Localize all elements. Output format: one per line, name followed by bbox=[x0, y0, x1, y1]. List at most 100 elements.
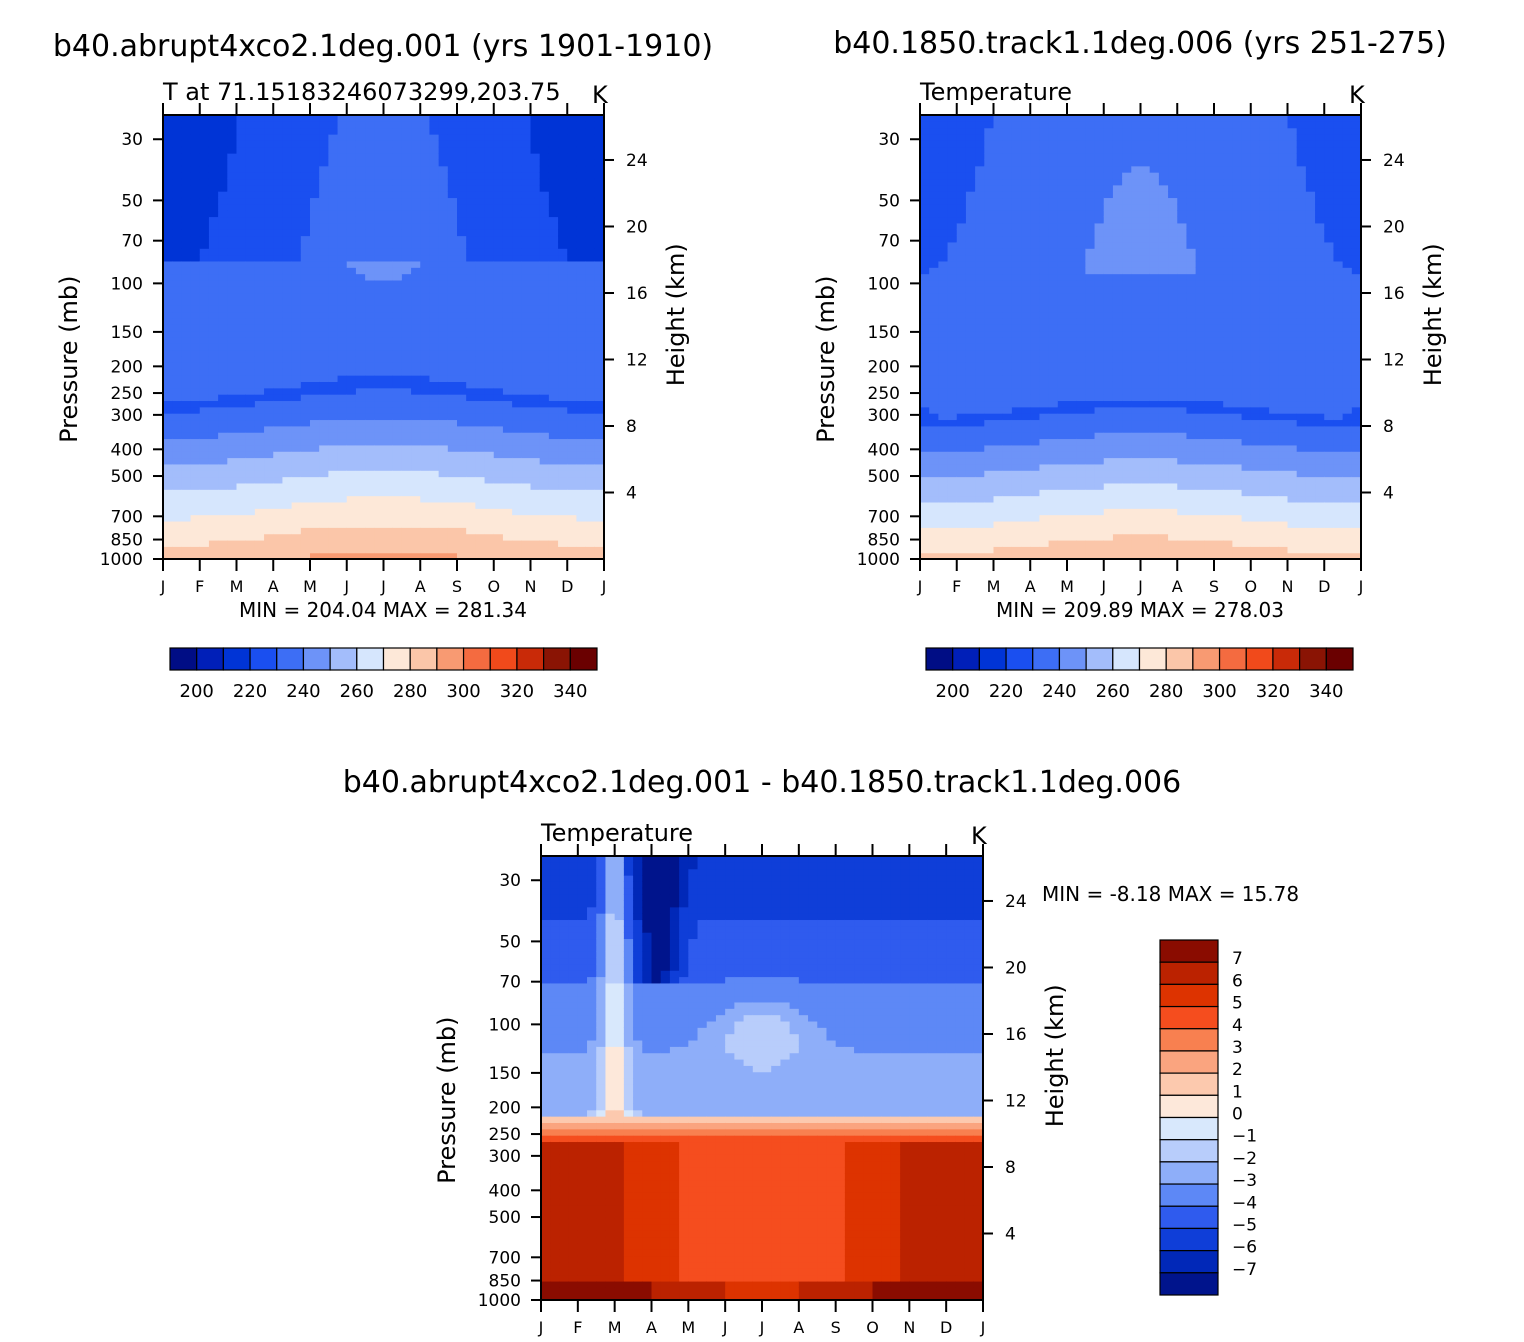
heatmap-cell bbox=[236, 552, 247, 560]
heatmap-cell bbox=[539, 229, 550, 237]
heatmap-cell bbox=[199, 444, 210, 452]
heatmap-cell bbox=[1021, 400, 1031, 408]
heatmap-cell bbox=[502, 210, 513, 218]
heatmap-cell bbox=[300, 400, 311, 408]
heatmap-cell bbox=[457, 501, 467, 509]
heatmap-cell bbox=[539, 146, 550, 154]
heatmap-cell bbox=[1094, 514, 1105, 522]
heatmap-cell bbox=[1103, 172, 1114, 180]
heatmap-cell bbox=[965, 134, 976, 141]
heatmap-cell bbox=[310, 210, 320, 218]
heatmap-cell bbox=[190, 235, 201, 243]
heatmap-cell bbox=[411, 178, 421, 186]
heatmap-cell bbox=[181, 229, 192, 237]
heatmap-cell bbox=[1103, 438, 1114, 446]
heatmap-cell bbox=[438, 267, 449, 275]
heatmap-cell bbox=[199, 184, 210, 192]
heatmap-cell bbox=[558, 140, 568, 148]
heatmap-cell bbox=[1112, 419, 1123, 427]
heatmap-cell bbox=[374, 495, 385, 503]
heatmap-cell bbox=[929, 520, 939, 528]
heatmap-cell bbox=[993, 305, 1004, 313]
heatmap-cell bbox=[975, 356, 985, 363]
heatmap-cell bbox=[401, 184, 412, 192]
heatmap-cell bbox=[328, 140, 339, 148]
heatmap-cell bbox=[466, 533, 476, 541]
heatmap-cell bbox=[365, 552, 375, 560]
heatmap-cell bbox=[1002, 172, 1013, 180]
heatmap-cell bbox=[355, 470, 366, 478]
heatmap-cell bbox=[273, 324, 284, 332]
heatmap-cell bbox=[1002, 375, 1013, 382]
heatmap-cell bbox=[365, 260, 375, 268]
heatmap-cell bbox=[594, 273, 605, 281]
heatmap-cell bbox=[457, 178, 467, 186]
heatmap-cell bbox=[548, 241, 559, 249]
heatmap-cell bbox=[328, 267, 339, 275]
heatmap-cell bbox=[947, 539, 958, 547]
heatmap-cell bbox=[337, 203, 348, 211]
heatmap-cell bbox=[190, 520, 201, 528]
heatmap-cell bbox=[392, 153, 403, 160]
heatmap-cell bbox=[1002, 273, 1013, 281]
heatmap-cell bbox=[1002, 235, 1013, 243]
heatmap-cell bbox=[938, 520, 949, 528]
heatmap-cell bbox=[920, 146, 930, 154]
heatmap-cell bbox=[300, 514, 311, 522]
heatmap-cell bbox=[929, 330, 939, 338]
heatmap-cell bbox=[264, 324, 274, 332]
heatmap-cell bbox=[310, 387, 320, 395]
heatmap-cell bbox=[1048, 444, 1059, 452]
heatmap-cell bbox=[374, 520, 385, 528]
heatmap-cell bbox=[493, 552, 504, 560]
heatmap-cell bbox=[956, 457, 967, 465]
heatmap-cell bbox=[300, 134, 311, 141]
heatmap-cell bbox=[1002, 146, 1013, 154]
heatmap-cell bbox=[254, 222, 265, 230]
heatmap-cell bbox=[420, 279, 431, 287]
heatmap-cell bbox=[245, 368, 256, 376]
heatmap-cell bbox=[383, 324, 394, 332]
heatmap-cell bbox=[484, 520, 495, 528]
heatmap-cell bbox=[938, 115, 949, 122]
heatmap-cell bbox=[521, 260, 532, 268]
heatmap-cell bbox=[484, 451, 495, 459]
heatmap-cell bbox=[1057, 203, 1068, 211]
heatmap-cell bbox=[291, 279, 302, 287]
heatmap-cell bbox=[938, 343, 949, 351]
heatmap-cell bbox=[346, 520, 357, 528]
heatmap-cell bbox=[1021, 514, 1031, 522]
heatmap-cell bbox=[337, 260, 348, 268]
heatmap-cell bbox=[475, 153, 486, 160]
heatmap-cell bbox=[594, 444, 605, 452]
heatmap-cell bbox=[273, 482, 284, 490]
heatmap-cell bbox=[585, 159, 596, 167]
y2-tick-label: 16 bbox=[626, 284, 648, 304]
heatmap-cell bbox=[328, 438, 339, 446]
heatmap-cell bbox=[328, 419, 339, 427]
heatmap-cell bbox=[420, 286, 431, 294]
heatmap-cell bbox=[947, 476, 958, 484]
heatmap-cell bbox=[558, 241, 568, 249]
heatmap-cell bbox=[1048, 279, 1059, 287]
heatmap-cell bbox=[521, 444, 532, 452]
heatmap-cell bbox=[236, 178, 247, 186]
heatmap-cell bbox=[1076, 381, 1086, 389]
heatmap-cell bbox=[1085, 330, 1096, 338]
heatmap-cell bbox=[993, 286, 1004, 294]
heatmap-cell bbox=[576, 413, 587, 421]
x-tick-label: J bbox=[160, 577, 166, 596]
heatmap-cell bbox=[521, 127, 532, 135]
heatmap-cell bbox=[493, 115, 504, 122]
heatmap-cell bbox=[282, 444, 293, 452]
heatmap-cell bbox=[374, 286, 385, 294]
heatmap-cell bbox=[1021, 438, 1031, 446]
heatmap-cell bbox=[1048, 337, 1059, 344]
heatmap-cell bbox=[493, 539, 504, 547]
heatmap-cell bbox=[466, 216, 476, 224]
heatmap-cell bbox=[282, 520, 293, 528]
heatmap-cell bbox=[576, 311, 587, 319]
heatmap-cell bbox=[346, 514, 357, 522]
heatmap-cell bbox=[218, 476, 228, 484]
heatmap-cell bbox=[558, 203, 568, 211]
